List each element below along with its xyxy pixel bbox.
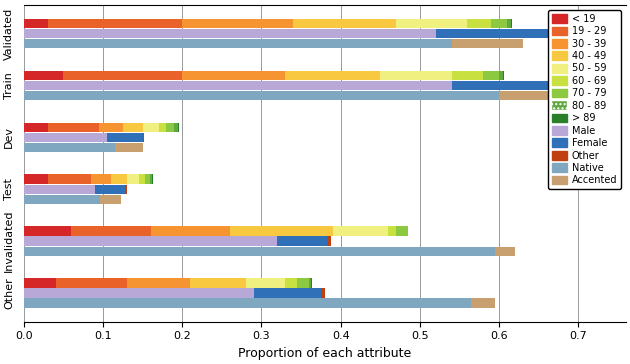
Bar: [495, 246, 515, 256]
Bar: [100, 195, 120, 204]
Bar: [99, 123, 123, 132]
Bar: [321, 288, 325, 298]
Bar: [297, 278, 309, 288]
Bar: [24, 288, 254, 298]
Bar: [311, 278, 312, 288]
Bar: [499, 91, 578, 100]
Bar: [142, 132, 144, 142]
Bar: [24, 143, 115, 152]
Bar: [24, 226, 71, 236]
Bar: [48, 19, 182, 28]
Bar: [396, 19, 467, 28]
Bar: [123, 123, 142, 132]
Bar: [24, 246, 495, 256]
Bar: [150, 174, 152, 184]
Bar: [125, 185, 127, 194]
Bar: [24, 39, 452, 48]
Bar: [436, 29, 575, 38]
Bar: [309, 278, 311, 288]
Bar: [111, 174, 127, 184]
Bar: [64, 71, 182, 80]
Bar: [327, 237, 331, 246]
Bar: [139, 174, 145, 184]
Bar: [333, 226, 388, 236]
Bar: [388, 226, 396, 236]
Bar: [48, 123, 99, 132]
Bar: [471, 298, 495, 308]
Bar: [24, 195, 100, 204]
Bar: [254, 288, 321, 298]
Bar: [511, 19, 512, 28]
Bar: [230, 226, 333, 236]
Bar: [24, 81, 452, 90]
Bar: [285, 71, 381, 80]
Bar: [145, 174, 150, 184]
Bar: [452, 71, 483, 80]
Bar: [24, 123, 48, 132]
Bar: [24, 185, 95, 194]
Bar: [91, 174, 111, 184]
Bar: [24, 237, 277, 246]
Bar: [107, 132, 142, 142]
Bar: [483, 71, 499, 80]
Bar: [467, 19, 491, 28]
Bar: [127, 174, 139, 184]
Bar: [452, 81, 598, 90]
Bar: [491, 19, 507, 28]
Bar: [24, 29, 436, 38]
Bar: [285, 278, 297, 288]
Bar: [598, 81, 606, 90]
Bar: [95, 185, 125, 194]
Bar: [159, 123, 166, 132]
Bar: [71, 226, 151, 236]
Bar: [48, 174, 91, 184]
Bar: [24, 174, 48, 184]
Bar: [152, 174, 153, 184]
Bar: [142, 123, 159, 132]
Bar: [452, 39, 523, 48]
Bar: [24, 278, 55, 288]
Bar: [24, 298, 471, 308]
Bar: [396, 226, 408, 236]
X-axis label: Proportion of each attribute: Proportion of each attribute: [238, 347, 411, 360]
Bar: [115, 143, 142, 152]
Bar: [277, 237, 327, 246]
Bar: [293, 19, 396, 28]
Bar: [151, 226, 230, 236]
Bar: [381, 71, 452, 80]
Bar: [55, 278, 127, 288]
Bar: [182, 19, 293, 28]
Bar: [182, 71, 285, 80]
Bar: [503, 71, 504, 80]
Bar: [24, 132, 107, 142]
Bar: [178, 123, 179, 132]
Bar: [507, 19, 511, 28]
Legend: < 19, 19 - 29, 30 - 39, 40 - 49, 50 - 59, 60 - 69, 70 - 79, 80 - 89, > 89, Male,: < 19, 19 - 29, 30 - 39, 40 - 49, 50 - 59…: [548, 10, 621, 189]
Bar: [24, 91, 499, 100]
Bar: [127, 278, 190, 288]
Bar: [190, 278, 246, 288]
Bar: [175, 123, 178, 132]
Bar: [24, 71, 64, 80]
Bar: [575, 29, 582, 38]
Bar: [246, 278, 285, 288]
Bar: [24, 19, 48, 28]
Bar: [499, 71, 503, 80]
Bar: [166, 123, 175, 132]
